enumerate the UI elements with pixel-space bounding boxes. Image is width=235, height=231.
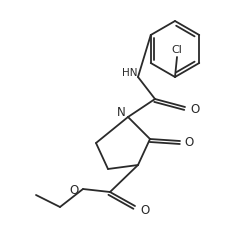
Text: N: N [117, 106, 125, 119]
Text: O: O [69, 184, 79, 197]
Text: HN: HN [122, 68, 138, 78]
Text: O: O [184, 136, 194, 149]
Text: O: O [140, 204, 150, 217]
Text: Cl: Cl [172, 45, 182, 55]
Text: O: O [190, 103, 200, 116]
